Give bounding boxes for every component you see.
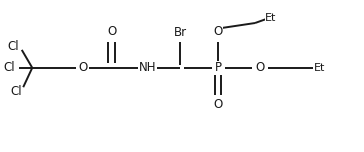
Text: Cl: Cl xyxy=(8,40,19,53)
Text: Br: Br xyxy=(174,26,187,39)
Text: Cl: Cl xyxy=(10,85,22,98)
Text: O: O xyxy=(107,25,116,38)
Text: Et: Et xyxy=(265,13,277,23)
Text: Cl: Cl xyxy=(3,61,15,74)
Text: NH: NH xyxy=(139,61,157,74)
Text: O: O xyxy=(214,98,223,111)
Text: P: P xyxy=(215,61,222,74)
Text: O: O xyxy=(78,61,87,74)
Text: Et: Et xyxy=(314,63,325,73)
Text: O: O xyxy=(214,26,223,38)
Text: O: O xyxy=(255,61,264,74)
